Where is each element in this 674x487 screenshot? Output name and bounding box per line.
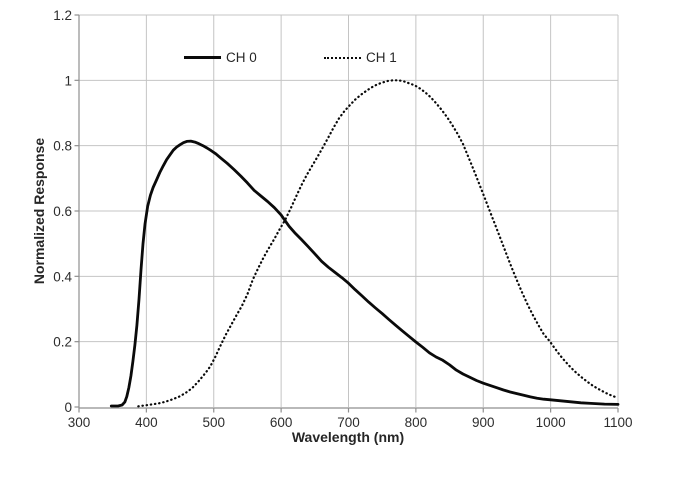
- y-tick-label: 0.8: [53, 139, 72, 154]
- x-axis-title: Wavelength (nm): [291, 429, 405, 445]
- y-tick-label: 0.2: [53, 335, 72, 350]
- legend-item-ch0: CH 0: [184, 50, 257, 65]
- x-tick-label: 800: [405, 415, 428, 430]
- y-axis-title: Normalized Response: [31, 137, 47, 285]
- x-tick-label: 900: [472, 415, 495, 430]
- x-tick-label: 500: [202, 415, 225, 430]
- x-tick-label: 600: [270, 415, 293, 430]
- y-tick-label: 1: [64, 73, 72, 88]
- y-tick-label: 0.4: [53, 269, 72, 284]
- series-curve-ch0: [109, 139, 620, 408]
- legend-label-ch1: CH 1: [366, 50, 397, 65]
- ch1-dotted-line-sample-icon: [324, 56, 361, 59]
- y-tick-label: 0: [64, 400, 72, 415]
- legend-label-ch0: CH 0: [226, 50, 257, 65]
- x-tick-label: 700: [337, 415, 360, 430]
- y-tick-label: 0.6: [53, 204, 72, 219]
- ch0-solid-line-sample-icon: [184, 56, 221, 59]
- legend-item-ch1: CH 1: [324, 50, 397, 65]
- x-tick-label: 1100: [603, 415, 632, 430]
- x-tick-label: 300: [68, 415, 91, 430]
- series-curve-ch1: [137, 79, 620, 408]
- x-tick-label: 1000: [536, 415, 566, 430]
- x-tick-label: 400: [135, 415, 158, 430]
- y-tick-label: 1.2: [53, 8, 72, 23]
